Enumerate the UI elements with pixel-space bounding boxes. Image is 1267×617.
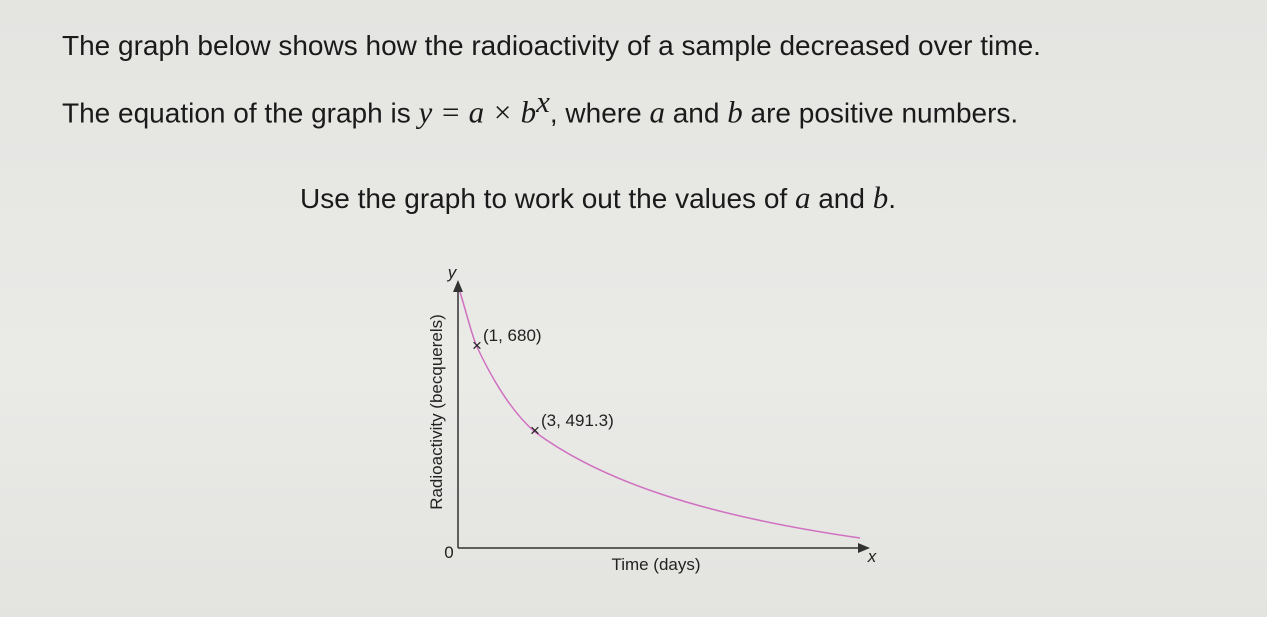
point-label: (3, 491.3): [541, 411, 614, 430]
variable: a: [794, 180, 811, 215]
text: and: [672, 97, 720, 129]
question-line: The equation of the graph is y = a × bx,…: [62, 84, 1018, 130]
text: and: [818, 183, 865, 214]
variable: b: [727, 94, 743, 130]
y-arrow: [453, 280, 463, 292]
y-axis-symbol: y: [447, 263, 458, 282]
variable: a: [649, 94, 665, 130]
point-marker: ×: [530, 421, 540, 440]
text: , where: [549, 97, 642, 129]
text: .: [888, 183, 897, 214]
y-axis-label: Radioactivity (becquerels): [427, 314, 446, 510]
variable: b: [872, 180, 889, 215]
x-axis-symbol: x: [867, 547, 877, 566]
x-arrow: [858, 543, 870, 553]
origin-label: 0: [444, 543, 453, 562]
curve: [459, 291, 861, 539]
question-line: The graph below shows how the radioactiv…: [62, 30, 1041, 61]
text: The equation of the graph is: [62, 97, 411, 129]
exponent: x: [536, 84, 550, 119]
instruction: Use the graph to work out the values of …: [300, 180, 896, 216]
text: Use the graph to work out the values of: [300, 183, 788, 214]
point-marker: ×: [472, 336, 482, 355]
text: are positive numbers.: [750, 97, 1019, 129]
point-label: (1, 680): [483, 326, 542, 345]
equation: y = a × b: [418, 94, 537, 130]
x-axis-label: Time (days): [611, 555, 700, 574]
